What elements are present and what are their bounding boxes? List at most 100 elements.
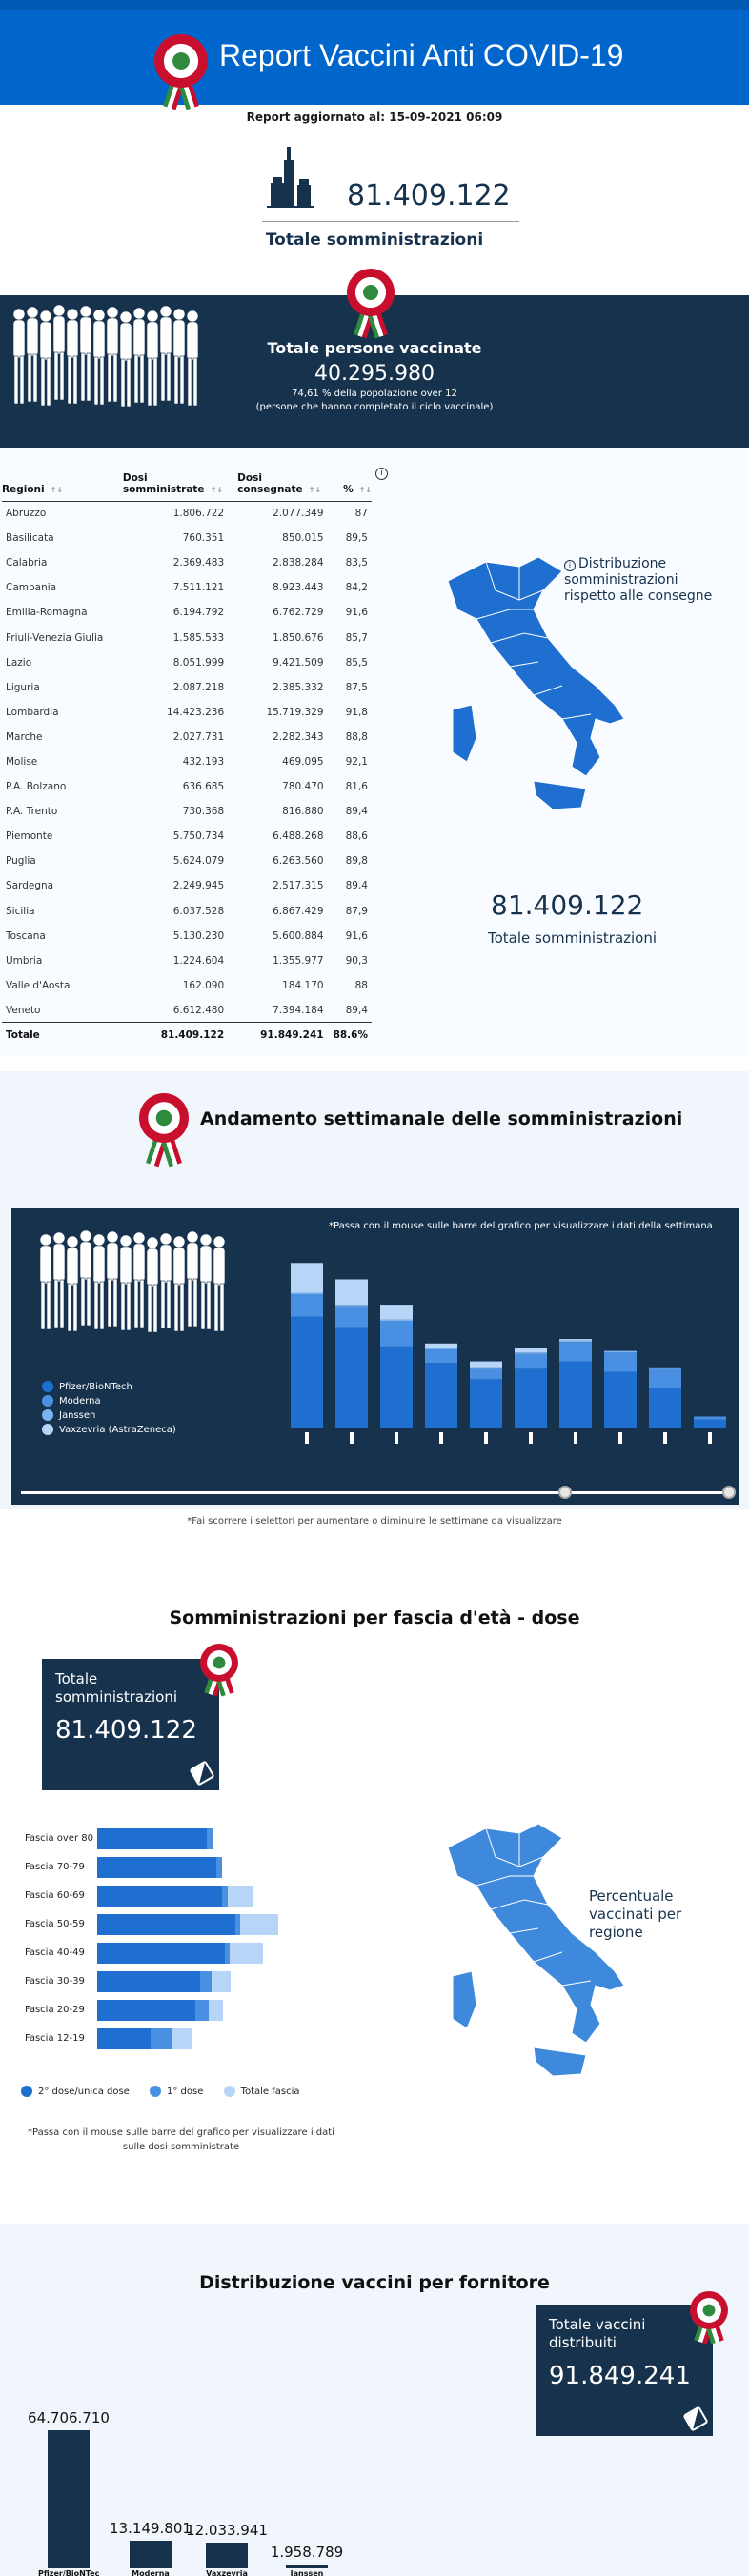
week-bar-segment[interactable]: [380, 1319, 413, 1322]
weekly-title: Andamento settimanale delle somministraz…: [200, 1108, 683, 1129]
week-bar-segment[interactable]: [335, 1327, 368, 1428]
week-bar-segment[interactable]: [291, 1263, 323, 1293]
week-bar-segment[interactable]: [425, 1348, 457, 1350]
table-cell: Abruzzo: [2, 501, 112, 527]
age-category-label: Fascia over 80: [25, 1833, 93, 1844]
sort-icon[interactable]: ↑↓: [50, 485, 64, 494]
age-bar-second-dose[interactable]: [97, 1828, 207, 1849]
table-cell: 2.027.731: [172, 730, 225, 743]
age-bar-second-dose[interactable]: [97, 2000, 195, 2021]
table-cell: 88,8: [345, 730, 368, 743]
age-bar-first-dose[interactable]: [195, 2000, 209, 2021]
week-bar-segment[interactable]: [425, 1343, 457, 1348]
week-bar-segment[interactable]: [470, 1367, 502, 1369]
age-bar-second-dose[interactable]: [97, 1914, 235, 1935]
age-bar-second-dose[interactable]: [97, 1857, 216, 1878]
age-bar-second-dose[interactable]: [97, 1971, 200, 1992]
week-bar-segment[interactable]: [649, 1368, 681, 1388]
info-icon[interactable]: i: [564, 560, 576, 571]
table-cell: 87: [354, 508, 368, 520]
week-bar-segment[interactable]: [604, 1350, 637, 1353]
vaccinated-value: 40.295.980: [314, 362, 435, 386]
table-cell: 87,5: [345, 681, 368, 693]
sort-icon[interactable]: ↑↓: [210, 485, 223, 494]
week-bar-segment[interactable]: [470, 1379, 502, 1428]
age-bar-first-dose[interactable]: [222, 1886, 228, 1907]
eraser-icon[interactable]: [682, 2406, 709, 2432]
week-bar-segment[interactable]: [649, 1388, 681, 1428]
week-bar-segment[interactable]: [515, 1352, 547, 1354]
table-cell: 7.394.184: [273, 1004, 324, 1016]
week-bar-segment[interactable]: [425, 1349, 457, 1364]
column-header-percent[interactable]: % ↑↓: [327, 469, 372, 502]
info-icon[interactable]: i: [375, 468, 388, 480]
column-header-region[interactable]: Regioni ↑↓: [2, 469, 111, 502]
weekly-bar-chart[interactable]: [286, 1248, 734, 1448]
week-bar-segment[interactable]: [380, 1305, 413, 1320]
week-bar-segment[interactable]: [291, 1316, 323, 1428]
week-bar-segment[interactable]: [380, 1346, 413, 1428]
sort-icon[interactable]: ↑↓: [308, 485, 322, 494]
supplier-bar[interactable]: [48, 2430, 90, 2568]
supplier-bar[interactable]: [286, 2564, 328, 2568]
age-bar-first-dose[interactable]: [235, 1914, 240, 1935]
column-header-delivered[interactable]: Dosi consegnate ↑↓: [228, 469, 328, 502]
supplier-category-label: Pfizer/BioNTech: [38, 2569, 99, 2576]
table-cell: 469.095: [282, 755, 324, 768]
age-bar-first-dose[interactable]: [225, 1943, 230, 1964]
week-bar-segment[interactable]: [470, 1361, 502, 1368]
age-bar-second-dose[interactable]: [97, 1943, 225, 1964]
week-bar-segment[interactable]: [604, 1352, 637, 1372]
week-range-slider[interactable]: [21, 1491, 730, 1494]
age-bar-first-dose[interactable]: [207, 1828, 213, 1849]
age-category-label: Fascia 30-39: [25, 1976, 85, 1987]
age-bar-second-dose[interactable]: [97, 1886, 222, 1907]
table-cell: 2.077.349: [273, 508, 324, 520]
legend-dot: [42, 1381, 53, 1392]
week-bar-segment[interactable]: [604, 1371, 637, 1428]
week-bar-segment[interactable]: [470, 1368, 502, 1380]
table-cell: 6.194.792: [172, 607, 225, 619]
table-cell: 83,5: [345, 557, 368, 569]
eraser-icon[interactable]: [189, 1760, 215, 1787]
supplier-bar[interactable]: [130, 2540, 172, 2568]
week-bar-segment[interactable]: [649, 1367, 681, 1369]
sort-icon[interactable]: ↑↓: [358, 485, 372, 494]
week-bar-segment[interactable]: [335, 1306, 368, 1328]
week-bar-segment[interactable]: [515, 1368, 547, 1428]
week-bar-segment[interactable]: [559, 1361, 592, 1428]
week-bar-segment[interactable]: [515, 1348, 547, 1353]
week-bar-segment[interactable]: [694, 1416, 726, 1420]
slider-handle-right[interactable]: [722, 1486, 736, 1499]
italy-map[interactable]: [429, 552, 648, 838]
table-cell: 6.488.268: [273, 830, 324, 843]
supplier-bar[interactable]: [206, 2543, 248, 2568]
age-bar-first-dose[interactable]: [151, 2028, 172, 2049]
week-bar-segment[interactable]: [559, 1340, 592, 1343]
column-header-administered[interactable]: Dosi somministrate ↑↓: [111, 469, 229, 502]
week-bar-segment[interactable]: [335, 1279, 368, 1306]
supplier-total-label: Totale vaccini distribuiti: [549, 2316, 646, 2351]
week-bar-segment[interactable]: [335, 1305, 368, 1307]
legend-item: Janssen: [42, 1409, 176, 1421]
table-cell: 6.263.560: [273, 855, 324, 868]
age-bar-second-dose[interactable]: [97, 2028, 151, 2049]
week-bar-segment[interactable]: [694, 1419, 726, 1428]
age-bar-first-dose[interactable]: [216, 1857, 222, 1878]
italy-map-percent[interactable]: [429, 1819, 648, 2105]
age-bar-first-dose[interactable]: [200, 1971, 212, 1992]
age-title: Somministrazioni per fascia d'età - dose: [169, 1608, 580, 1628]
supplier-category-label: Vaxzevria (AstraZeneca): [206, 2569, 248, 2576]
weekly-hint: *Passa con il mouse sulle barre del graf…: [329, 1221, 713, 1231]
week-bar-segment[interactable]: [559, 1342, 592, 1362]
week-bar-segment[interactable]: [291, 1292, 323, 1295]
week-bar-segment[interactable]: [425, 1363, 457, 1428]
week-bar-segment[interactable]: [515, 1353, 547, 1369]
slider-handle-left[interactable]: [558, 1486, 572, 1499]
week-bar-segment[interactable]: [291, 1294, 323, 1317]
week-bar-segment[interactable]: [380, 1321, 413, 1347]
table-cell: 2.838.284: [273, 557, 324, 569]
week-bar-segment[interactable]: [559, 1339, 592, 1341]
age-legend: 2° dose/unica dose 1° dose Totale fascia: [21, 2086, 300, 2097]
region-section: [0, 448, 749, 1057]
